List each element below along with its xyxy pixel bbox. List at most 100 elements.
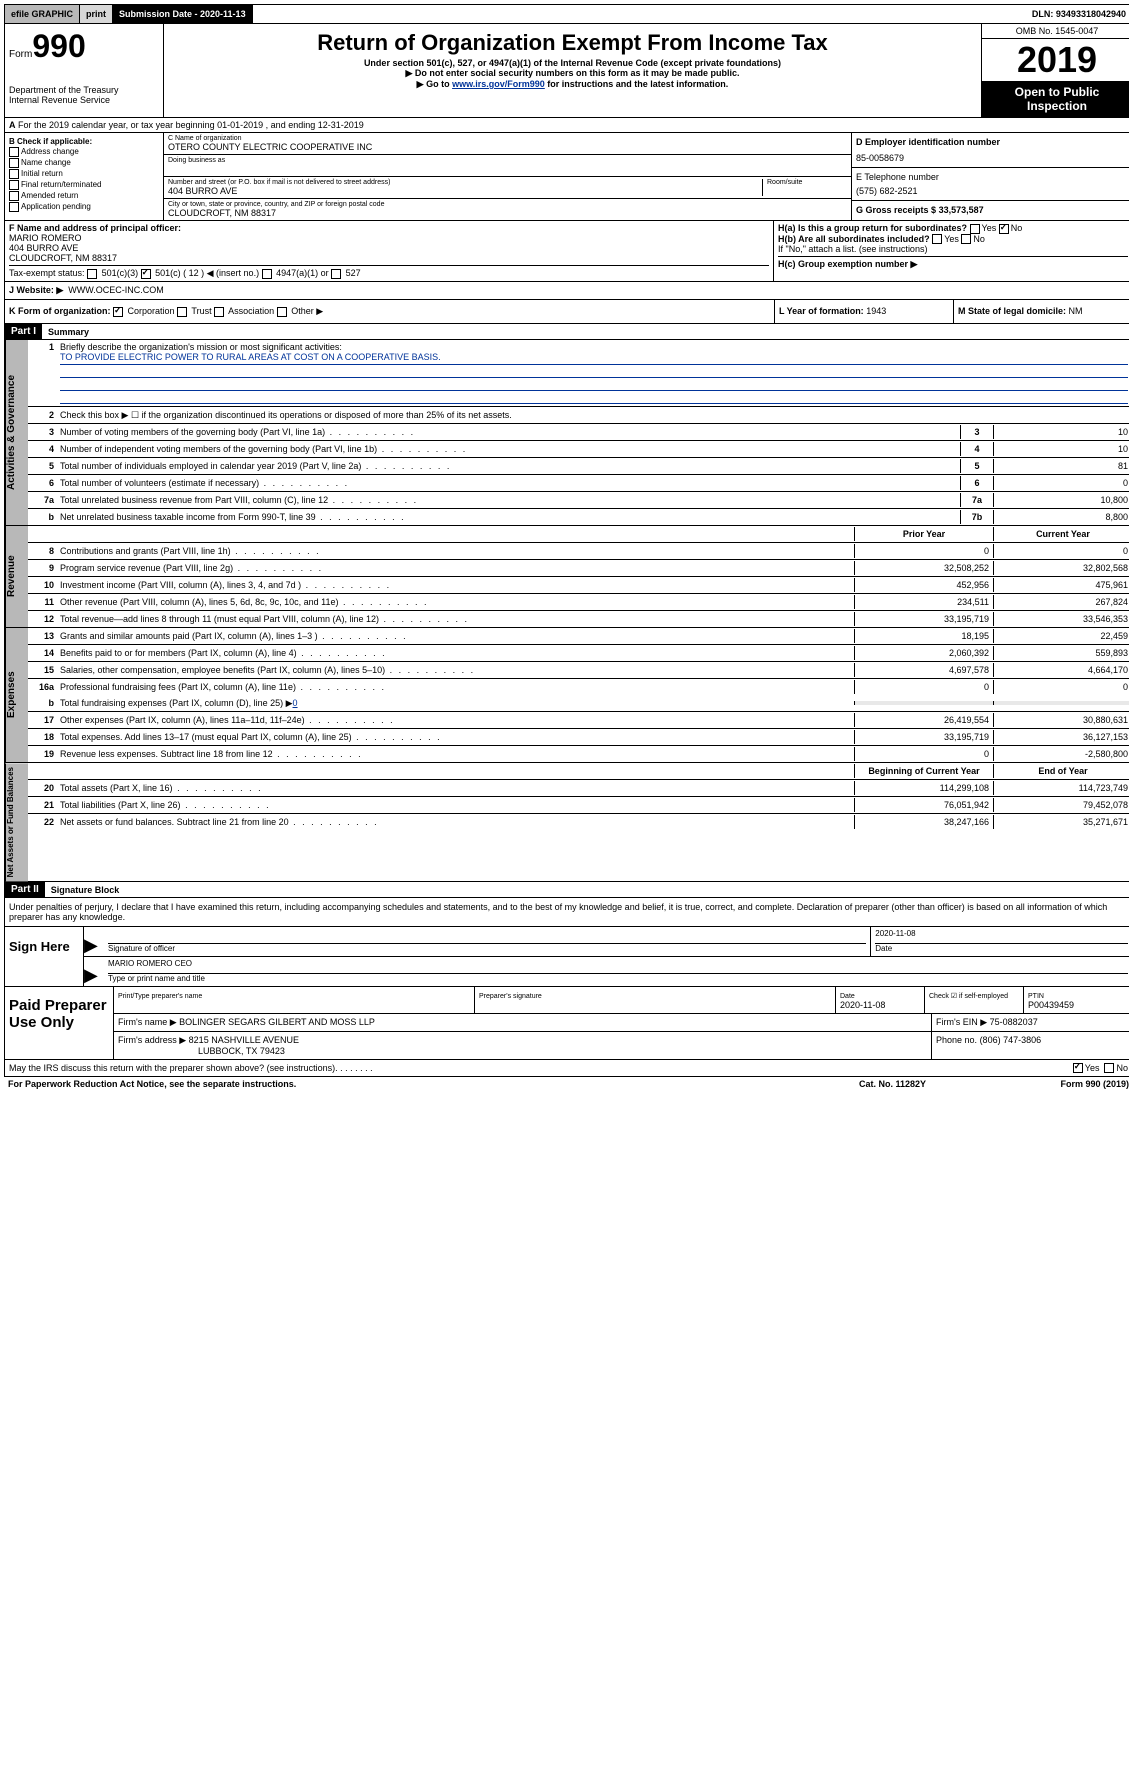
phone-value: (575) 682-2521: [856, 186, 1128, 196]
check-address-change[interactable]: Address change: [9, 147, 159, 157]
website-value: WWW.OCEC-INC.COM: [68, 285, 163, 295]
org-name-label: C Name of organization: [168, 135, 847, 142]
hb-note: If "No," attach a list. (see instruction…: [778, 244, 1128, 254]
discuss-yes[interactable]: [1073, 1063, 1083, 1073]
table-row: 20Total assets (Part X, line 16)114,299,…: [28, 780, 1129, 797]
hb-yes[interactable]: [932, 234, 942, 244]
ptin-value: P00439459: [1028, 1000, 1074, 1010]
paperwork-notice: For Paperwork Reduction Act Notice, see …: [8, 1079, 859, 1089]
perjury-statement: Under penalties of perjury, I declare th…: [5, 898, 1129, 926]
q2-discontinued: Check this box ▶ ☐ if the organization d…: [56, 408, 1129, 423]
mission-text: TO PROVIDE ELECTRIC POWER TO RURAL AREAS…: [60, 352, 1128, 365]
klm-row: K Form of organization: Corporation Trus…: [4, 300, 1129, 324]
state-domicile: NM: [1069, 306, 1083, 316]
discuss-row: May the IRS discuss this return with the…: [4, 1060, 1129, 1077]
irs-link[interactable]: www.irs.gov/Form990: [452, 79, 545, 89]
revenue-section: Revenue Prior Year Current Year 8Contrib…: [4, 526, 1129, 628]
table-row: 4Number of independent voting members of…: [28, 441, 1129, 458]
table-row: 3Number of voting members of the governi…: [28, 424, 1129, 441]
tax-year: 2019: [982, 39, 1129, 81]
dba-label: Doing business as: [168, 157, 847, 164]
form-title: Return of Organization Exempt From Incom…: [168, 30, 977, 56]
check-final-return[interactable]: Final return/terminated: [9, 180, 159, 190]
check-name-change[interactable]: Name change: [9, 158, 159, 168]
ha-yes[interactable]: [970, 224, 980, 234]
hb-no[interactable]: [961, 234, 971, 244]
table-row: 13Grants and similar amounts paid (Part …: [28, 628, 1129, 645]
table-row: 22Net assets or fund balances. Subtract …: [28, 814, 1129, 830]
tax-exempt-label: Tax-exempt status:: [9, 268, 85, 278]
section-a-tax-year: A For the 2019 calendar year, or tax yea…: [4, 118, 1129, 133]
check-501c[interactable]: [141, 269, 151, 279]
table-row: bNet unrelated business taxable income f…: [28, 509, 1129, 525]
check-initial-return[interactable]: Initial return: [9, 169, 159, 179]
current-year-header: Current Year: [993, 527, 1129, 541]
subtitle-2: ▶ Do not enter social security numbers o…: [168, 68, 977, 79]
q1-label: Briefly describe the organization's miss…: [60, 342, 1128, 352]
form-number: Form990: [9, 28, 159, 65]
check-amended[interactable]: Amended return: [9, 191, 159, 201]
activities-tab: Activities & Governance: [5, 340, 28, 525]
part1-header: Part I Summary: [4, 324, 1129, 340]
org-name: OTERO COUNTY ELECTRIC COOPERATIVE INC: [168, 142, 847, 152]
officer-city: CLOUDCROFT, NM 88317: [9, 253, 117, 263]
subtitle-3: ▶ Go to www.irs.gov/Form990 for instruct…: [168, 79, 977, 90]
print-button[interactable]: print: [80, 5, 113, 23]
ha-no[interactable]: [999, 224, 1009, 234]
fundraising-total: 0: [293, 698, 298, 708]
prior-year-header: Prior Year: [854, 527, 993, 541]
check-527[interactable]: [331, 269, 341, 279]
officer-addr: 404 BURRO AVE: [9, 243, 78, 253]
check-application-pending[interactable]: Application pending: [9, 202, 159, 212]
address-label: Number and street (or P.O. box if mail i…: [168, 179, 762, 186]
expenses-tab: Expenses: [5, 628, 28, 762]
firm-name: BOLINGER SEGARS GILBERT AND MOSS LLP: [179, 1017, 375, 1027]
check-trust[interactable]: [177, 307, 187, 317]
street-address: 404 BURRO AVE: [168, 186, 762, 196]
table-row: 7aTotal unrelated business revenue from …: [28, 492, 1129, 509]
table-row: 14Benefits paid to or for members (Part …: [28, 645, 1129, 662]
phone-label: E Telephone number: [856, 172, 1128, 182]
paid-preparer-label: Paid Preparer Use Only: [5, 987, 114, 1059]
form-footer: Form 990 (2019): [1009, 1079, 1129, 1089]
firm-addr2: LUBBOCK, TX 79423: [198, 1046, 285, 1056]
firm-addr1: 8215 NASHVILLE AVENUE: [189, 1035, 299, 1045]
check-other[interactable]: [277, 307, 287, 317]
check-4947[interactable]: [262, 269, 272, 279]
table-row: 5Total number of individuals employed in…: [28, 458, 1129, 475]
netassets-section: Net Assets or Fund Balances Beginning of…: [4, 763, 1129, 882]
table-row: 16aProfessional fundraising fees (Part I…: [28, 679, 1129, 695]
officer-group-block: F Name and address of principal officer:…: [4, 221, 1129, 282]
prep-date: 2020-11-08: [840, 1000, 885, 1010]
table-row: 15Salaries, other compensation, employee…: [28, 662, 1129, 679]
gross-receipts-label: G Gross receipts $ 33,573,587: [856, 205, 984, 215]
open-to-public: Open to Public Inspection: [982, 81, 1129, 117]
discuss-no[interactable]: [1104, 1063, 1114, 1073]
sig-officer-label: Signature of officer: [108, 944, 866, 953]
check-501c3[interactable]: [87, 269, 97, 279]
check-assoc[interactable]: [214, 307, 224, 317]
table-row: 18Total expenses. Add lines 13–17 (must …: [28, 729, 1129, 746]
year-formation: 1943: [866, 306, 886, 316]
org-info-block: B Check if applicable: Address change Na…: [4, 133, 1129, 221]
sign-here-label: Sign Here: [5, 927, 84, 986]
form-header: Form990 Department of the Treasury Inter…: [4, 24, 1129, 118]
paid-preparer-block: Paid Preparer Use Only Print/Type prepar…: [4, 987, 1129, 1060]
irs-label: Internal Revenue Service: [9, 95, 159, 105]
check-corp[interactable]: [113, 307, 123, 317]
name-title-label: Type or print name and title: [108, 974, 1128, 983]
officer-label: F Name and address of principal officer:: [9, 223, 181, 233]
table-row: 9Program service revenue (Part VIII, lin…: [28, 560, 1129, 577]
dln: DLN: 93493318042940: [1026, 7, 1129, 21]
sig-date-label: Date: [875, 944, 1128, 953]
netassets-tab: Net Assets or Fund Balances: [5, 763, 28, 881]
beginning-year-header: Beginning of Current Year: [854, 764, 993, 778]
top-bar: efile GRAPHIC print Submission Date - 20…: [4, 4, 1129, 24]
omb-number: OMB No. 1545-0047: [982, 24, 1129, 39]
signature-block: Under penalties of perjury, I declare th…: [4, 898, 1129, 987]
part2-header: Part II Signature Block: [4, 882, 1129, 898]
arrow-icon: ▶: [84, 957, 104, 986]
dept-treasury: Department of the Treasury: [9, 85, 159, 95]
section-b-checkboxes: B Check if applicable: Address change Na…: [5, 133, 164, 220]
table-row: 8Contributions and grants (Part VIII, li…: [28, 543, 1129, 560]
